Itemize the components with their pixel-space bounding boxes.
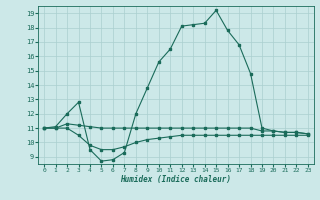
- X-axis label: Humidex (Indice chaleur): Humidex (Indice chaleur): [121, 175, 231, 184]
